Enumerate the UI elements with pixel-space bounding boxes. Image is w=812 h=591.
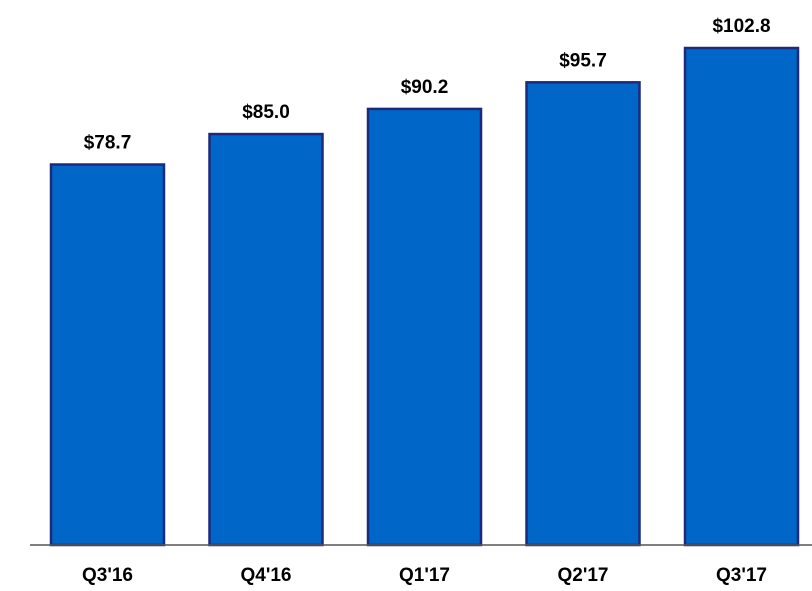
value-label: $78.7 xyxy=(84,133,132,154)
x-tick-label: Q4'16 xyxy=(241,565,292,586)
value-label: $85.0 xyxy=(242,102,290,123)
x-tick-label: Q2'17 xyxy=(558,565,609,586)
bar xyxy=(49,163,166,547)
value-label: $102.8 xyxy=(712,16,770,37)
bar xyxy=(208,132,324,547)
bar xyxy=(525,81,641,547)
x-tick-label: Q1'17 xyxy=(399,565,450,586)
bar xyxy=(683,46,800,547)
value-label: $95.7 xyxy=(559,50,607,71)
value-label: $90.2 xyxy=(401,77,449,98)
x-tick-label: Q3'17 xyxy=(716,565,767,586)
x-tick-label: Q3'16 xyxy=(82,565,133,586)
bar xyxy=(366,107,483,547)
